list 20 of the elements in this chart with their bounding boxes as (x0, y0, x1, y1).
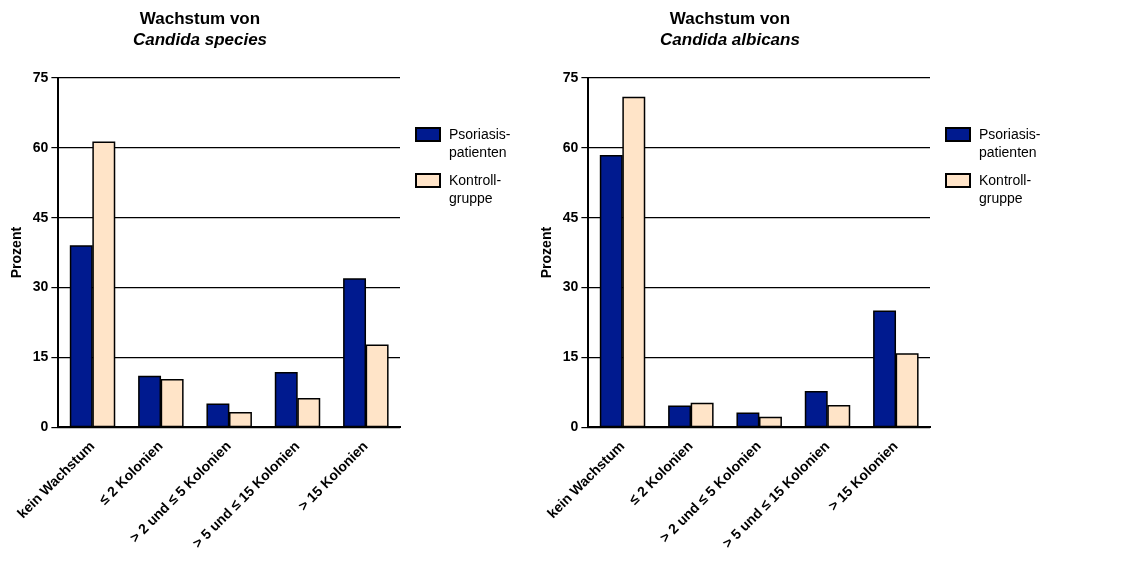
y-axis-title: Prozent (8, 226, 25, 279)
y-tick-label: 0 (570, 418, 579, 435)
y-tick-label: 60 (32, 138, 49, 155)
y-tick-label: 60 (562, 138, 579, 155)
y-tick-label: 0 (40, 418, 49, 435)
y-tick-label: 30 (32, 278, 49, 295)
legend-label: Psoriasis-patienten (979, 125, 1042, 161)
y-tick-label: 75 (32, 68, 49, 85)
y-axis-title: Prozent (538, 226, 555, 279)
y-tick-label: 15 (562, 348, 579, 365)
chart-title: Wachstum von Candida albicans (659, 8, 801, 50)
y-tick-label: 15 (32, 348, 49, 365)
y-tick-label: 45 (32, 208, 49, 225)
legend-label: Psoriasis-patienten (449, 125, 512, 161)
legend-label: Kontroll-gruppe (979, 171, 1033, 207)
y-tick-label: 75 (562, 68, 579, 85)
y-tick-label: 45 (562, 208, 579, 225)
chart-title: Wachstum von Candida species (131, 8, 269, 50)
y-tick-label: 30 (562, 278, 579, 295)
legend-label: Kontroll-gruppe (449, 171, 503, 207)
